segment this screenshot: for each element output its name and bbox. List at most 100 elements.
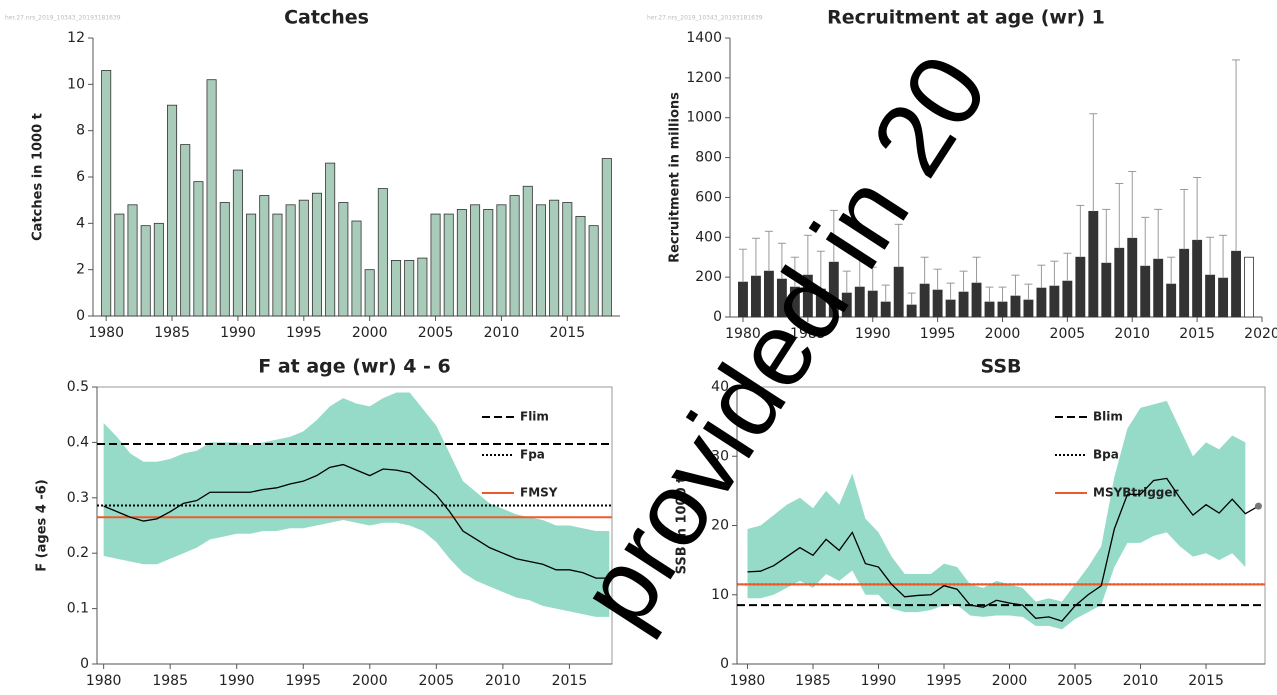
x-tick-label: 1985 xyxy=(152,673,188,689)
x-tick-label: 2000 xyxy=(352,673,388,689)
bar xyxy=(1049,285,1060,318)
legend-label: Fpa xyxy=(520,448,545,462)
bar xyxy=(259,195,270,317)
y-tick-label: 6 xyxy=(76,169,85,185)
x-tick-label: 2010 xyxy=(485,673,521,689)
bar xyxy=(1127,237,1138,318)
bar xyxy=(880,301,891,318)
confidence-band xyxy=(103,392,610,617)
point xyxy=(1254,502,1262,510)
y-tick-label: 400 xyxy=(695,229,722,245)
x-tick-label: 2015 xyxy=(1188,673,1224,689)
bar xyxy=(470,204,481,317)
x-tick-label: 1990 xyxy=(220,325,256,341)
x-tick-label: 2015 xyxy=(1179,326,1215,342)
bar xyxy=(364,269,375,317)
x-tick-label: 2005 xyxy=(1050,326,1086,342)
y-tick-label: 0 xyxy=(80,656,89,672)
chart-title: Catches xyxy=(284,7,369,29)
y-axis-label: SSB in 1000 t xyxy=(675,477,690,575)
x-tick-label: 2000 xyxy=(985,326,1021,342)
x-tick-label: 2010 xyxy=(1114,326,1150,342)
bar xyxy=(509,195,520,317)
line xyxy=(747,477,1259,622)
x-tick-label: 1990 xyxy=(855,326,891,342)
y-tick-label: 600 xyxy=(695,189,722,205)
bar xyxy=(114,213,125,317)
bar xyxy=(549,199,560,317)
line xyxy=(103,463,610,579)
bar xyxy=(1101,262,1112,318)
bar xyxy=(1205,274,1216,318)
x-tick-label: 2000 xyxy=(992,673,1028,689)
y-tick-label: 12 xyxy=(67,30,85,46)
y-axis-label: F (ages 4 -6) xyxy=(35,479,50,571)
bar xyxy=(101,70,112,317)
y-tick-label: 0 xyxy=(720,656,729,672)
bar xyxy=(167,104,178,317)
bar xyxy=(206,79,217,317)
x-tick-label: 1995 xyxy=(286,325,322,341)
y-tick-label: 1400 xyxy=(686,30,722,46)
bar xyxy=(325,162,336,317)
bar xyxy=(417,257,428,317)
bar xyxy=(1166,283,1177,318)
y-tick-label: 20 xyxy=(711,518,729,534)
x-tick-label: 1985 xyxy=(795,673,831,689)
x-tick-label: 2015 xyxy=(549,325,585,341)
bar xyxy=(1179,248,1190,318)
chart-title: Recruitment at age (wr) 1 xyxy=(827,7,1105,29)
x-tick-label: 2005 xyxy=(418,325,454,341)
y-tick-label: 2 xyxy=(76,262,85,278)
bar xyxy=(1075,256,1086,318)
x-tick-label: 1980 xyxy=(725,326,761,342)
x-tick-label: 2000 xyxy=(352,325,388,341)
y-tick-label: 800 xyxy=(695,150,722,166)
bar xyxy=(404,259,415,317)
bar xyxy=(1062,280,1073,318)
stamp: her.27.nrs_2019_10343_20193181639 xyxy=(5,15,121,22)
bar xyxy=(1218,277,1229,318)
bar xyxy=(919,283,930,318)
x-tick-label: 1995 xyxy=(920,326,956,342)
bar xyxy=(311,192,322,317)
bar xyxy=(601,158,612,317)
x-tick-label: 1995 xyxy=(926,673,962,689)
bar xyxy=(1036,287,1047,318)
confidence-band xyxy=(747,400,1246,630)
y-tick-label: 0.1 xyxy=(67,601,89,617)
bar xyxy=(1088,210,1099,318)
bar xyxy=(1192,239,1203,318)
bar xyxy=(1231,250,1241,318)
bar xyxy=(535,204,546,317)
bar xyxy=(338,202,349,317)
legend-label: Flim xyxy=(520,410,549,424)
y-tick-label: 200 xyxy=(695,269,722,285)
bar xyxy=(140,225,151,317)
bar xyxy=(298,199,309,317)
bar xyxy=(997,301,1008,318)
y-tick-label: 10 xyxy=(67,76,85,92)
bar xyxy=(984,301,995,318)
bar xyxy=(443,213,454,317)
bar xyxy=(456,209,467,317)
x-tick-label: 1995 xyxy=(285,673,321,689)
bar xyxy=(483,209,494,317)
x-tick-label: 1985 xyxy=(790,326,826,342)
chart-title: SSB xyxy=(981,356,1022,378)
chart-title: F at age (wr) 4 - 6 xyxy=(258,356,451,378)
bar xyxy=(377,188,388,317)
bar xyxy=(285,204,296,317)
bar xyxy=(1244,256,1254,318)
bar xyxy=(246,213,257,317)
bar xyxy=(232,169,243,317)
y-tick-label: 8 xyxy=(76,123,85,139)
bar xyxy=(906,304,917,318)
legend-label: Bpa xyxy=(1093,448,1119,462)
x-tick-label: 1980 xyxy=(88,325,124,341)
y-tick-label: 1000 xyxy=(686,110,722,126)
x-tick-label: 2005 xyxy=(1057,673,1093,689)
y-tick-label: 0.2 xyxy=(67,545,89,561)
stamp: her.27.nrs_2019_10343_20193181639 xyxy=(647,15,763,22)
x-tick-label: 2020 xyxy=(1244,326,1277,342)
